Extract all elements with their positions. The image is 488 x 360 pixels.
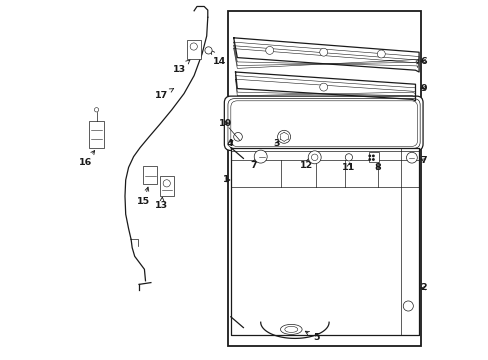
Polygon shape bbox=[235, 72, 415, 101]
Circle shape bbox=[204, 47, 212, 54]
Bar bbox=[186, 40, 200, 59]
Bar bbox=[142, 166, 157, 184]
Text: 4: 4 bbox=[226, 139, 233, 148]
Circle shape bbox=[277, 130, 290, 143]
Circle shape bbox=[319, 83, 327, 91]
Text: 7: 7 bbox=[250, 158, 256, 170]
Circle shape bbox=[368, 159, 370, 160]
Circle shape bbox=[372, 155, 373, 157]
Circle shape bbox=[377, 50, 385, 58]
Text: 12: 12 bbox=[300, 158, 313, 170]
Text: 9: 9 bbox=[420, 84, 426, 93]
Circle shape bbox=[190, 43, 197, 50]
Text: 14: 14 bbox=[210, 50, 225, 66]
Bar bbox=[89, 121, 104, 148]
Ellipse shape bbox=[280, 324, 302, 334]
Text: 17: 17 bbox=[155, 89, 173, 100]
Circle shape bbox=[254, 150, 266, 163]
Text: 8: 8 bbox=[373, 163, 380, 172]
Circle shape bbox=[368, 155, 370, 157]
FancyBboxPatch shape bbox=[230, 101, 417, 147]
FancyBboxPatch shape bbox=[227, 99, 419, 148]
Text: 13: 13 bbox=[155, 197, 168, 210]
Bar bbox=[368, 152, 378, 162]
Text: 5: 5 bbox=[305, 331, 319, 342]
Text: 3: 3 bbox=[273, 139, 280, 148]
Text: 7: 7 bbox=[420, 156, 426, 165]
Bar bbox=[160, 176, 173, 196]
FancyBboxPatch shape bbox=[224, 96, 422, 150]
Text: 6: 6 bbox=[420, 57, 426, 66]
Circle shape bbox=[406, 152, 416, 163]
Circle shape bbox=[319, 48, 327, 56]
Text: 10: 10 bbox=[219, 118, 232, 127]
Circle shape bbox=[403, 301, 412, 311]
Circle shape bbox=[311, 154, 317, 161]
Text: 2: 2 bbox=[420, 284, 426, 292]
Circle shape bbox=[265, 46, 273, 54]
Circle shape bbox=[307, 151, 321, 164]
Text: 13: 13 bbox=[173, 60, 190, 74]
Text: 1: 1 bbox=[222, 175, 229, 184]
Circle shape bbox=[372, 159, 373, 160]
Circle shape bbox=[345, 154, 352, 161]
Circle shape bbox=[233, 132, 242, 141]
Bar bbox=[230, 148, 418, 335]
Bar bbox=[228, 11, 420, 346]
Circle shape bbox=[163, 180, 170, 187]
Text: 16: 16 bbox=[79, 150, 95, 167]
Text: 11: 11 bbox=[342, 163, 355, 172]
Polygon shape bbox=[233, 38, 418, 72]
Circle shape bbox=[94, 108, 99, 112]
Ellipse shape bbox=[284, 327, 297, 332]
Text: 15: 15 bbox=[137, 187, 150, 206]
